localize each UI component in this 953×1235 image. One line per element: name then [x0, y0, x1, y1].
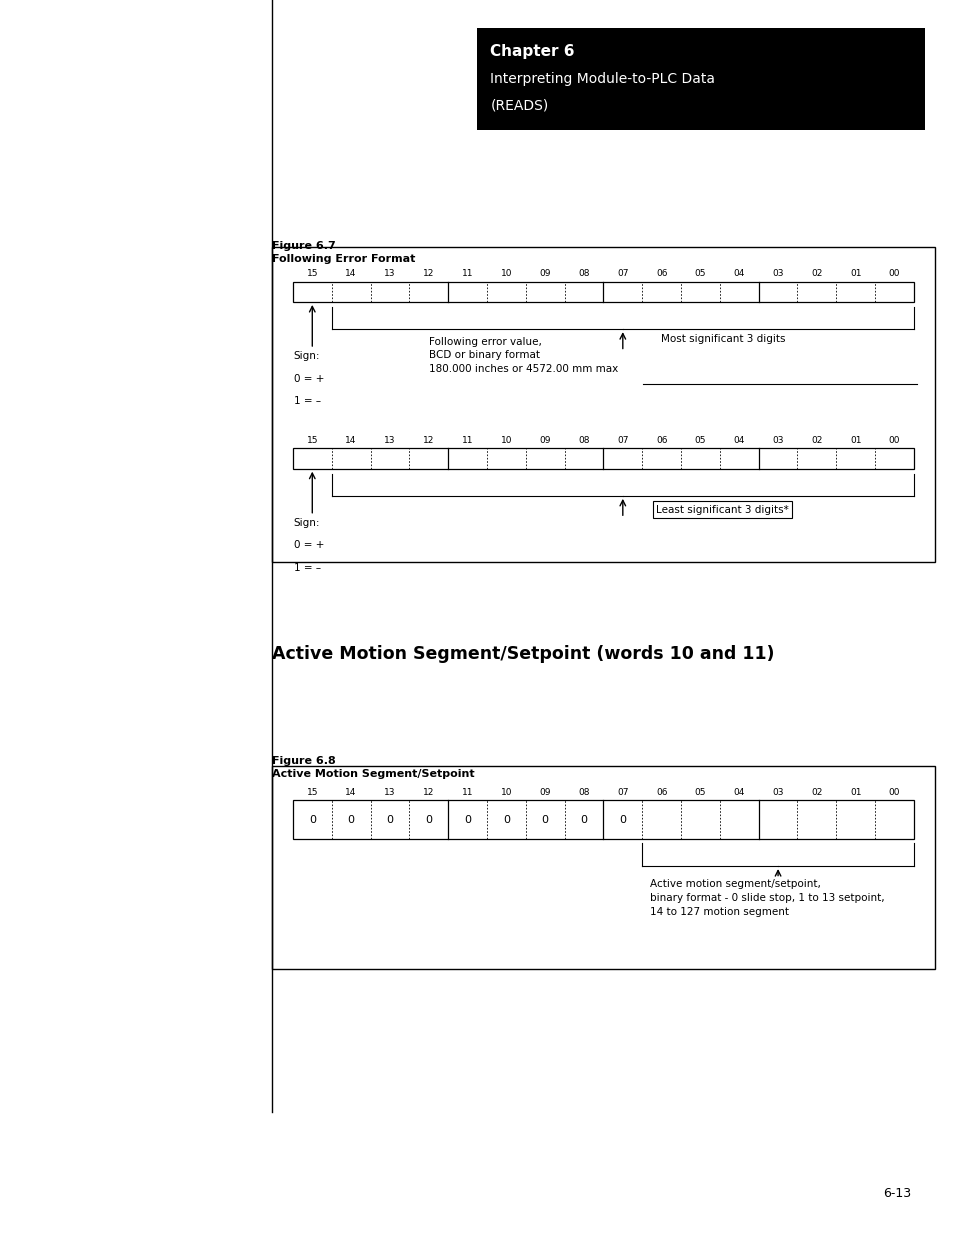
Text: 00: 00	[888, 436, 900, 445]
FancyBboxPatch shape	[293, 448, 913, 469]
Text: 11: 11	[461, 269, 473, 278]
Text: 0: 0	[309, 815, 315, 825]
Text: Chapter 6: Chapter 6	[490, 44, 575, 59]
Text: Most significant 3 digits: Most significant 3 digits	[660, 335, 784, 345]
Text: 04: 04	[733, 436, 744, 445]
Text: 14: 14	[345, 788, 356, 797]
FancyBboxPatch shape	[293, 800, 913, 839]
Text: 12: 12	[422, 269, 434, 278]
Text: 03: 03	[772, 436, 783, 445]
Text: 05: 05	[694, 788, 705, 797]
Text: 01: 01	[849, 436, 861, 445]
Text: 09: 09	[538, 788, 550, 797]
Text: 14: 14	[345, 436, 356, 445]
Text: 05: 05	[694, 269, 705, 278]
Text: 1 = –: 1 = –	[294, 563, 320, 573]
Text: Active Motion Segment/Setpoint (words 10 and 11): Active Motion Segment/Setpoint (words 10…	[272, 645, 774, 663]
Text: 04: 04	[733, 269, 744, 278]
Text: 07: 07	[617, 269, 628, 278]
Text: 11: 11	[461, 788, 473, 797]
Text: 12: 12	[422, 436, 434, 445]
Text: 15: 15	[306, 436, 317, 445]
FancyBboxPatch shape	[476, 28, 924, 130]
Text: 13: 13	[384, 269, 395, 278]
Text: 03: 03	[772, 269, 783, 278]
Text: Following error value,
BCD or binary format
180.000 inches or 4572.00 mm max: Following error value, BCD or binary for…	[428, 337, 618, 374]
Text: Least significant 3 digits*: Least significant 3 digits*	[656, 505, 788, 515]
Text: 03: 03	[772, 788, 783, 797]
Text: Active motion segment/setpoint,
binary format - 0 slide stop, 1 to 13 setpoint,
: Active motion segment/setpoint, binary f…	[649, 878, 883, 916]
Text: Interpreting Module-to-PLC Data: Interpreting Module-to-PLC Data	[490, 72, 715, 85]
Text: 09: 09	[538, 436, 550, 445]
FancyBboxPatch shape	[272, 766, 934, 969]
Text: 00: 00	[888, 269, 900, 278]
Text: 10: 10	[500, 436, 512, 445]
Text: 0: 0	[425, 815, 432, 825]
Text: Sign:: Sign:	[294, 519, 320, 529]
Text: 0: 0	[541, 815, 548, 825]
Text: 6-13: 6-13	[882, 1187, 910, 1200]
Text: 08: 08	[578, 269, 589, 278]
Text: 0: 0	[502, 815, 509, 825]
Text: 02: 02	[810, 269, 821, 278]
Text: 07: 07	[617, 788, 628, 797]
Text: 00: 00	[888, 788, 900, 797]
Text: 06: 06	[656, 436, 667, 445]
Text: 02: 02	[810, 436, 821, 445]
Text: 04: 04	[733, 788, 744, 797]
Text: 01: 01	[849, 269, 861, 278]
Text: 0: 0	[386, 815, 393, 825]
Text: 0: 0	[463, 815, 471, 825]
Text: 09: 09	[538, 269, 550, 278]
FancyBboxPatch shape	[293, 282, 913, 303]
Text: 05: 05	[694, 436, 705, 445]
Text: Figure 6.8
Active Motion Segment/Setpoint: Figure 6.8 Active Motion Segment/Setpoin…	[272, 756, 474, 779]
Text: 1 = –: 1 = –	[294, 396, 320, 406]
FancyBboxPatch shape	[272, 247, 934, 562]
Text: 12: 12	[422, 788, 434, 797]
Text: Sign:: Sign:	[294, 352, 320, 362]
Text: 07: 07	[617, 436, 628, 445]
Text: 13: 13	[384, 788, 395, 797]
Text: 08: 08	[578, 788, 589, 797]
Text: 10: 10	[500, 788, 512, 797]
Text: 02: 02	[810, 788, 821, 797]
Text: 08: 08	[578, 436, 589, 445]
Text: 0 = +: 0 = +	[294, 541, 324, 551]
Text: 15: 15	[306, 788, 317, 797]
Text: 11: 11	[461, 436, 473, 445]
Text: 0 = +: 0 = +	[294, 374, 324, 384]
Text: 10: 10	[500, 269, 512, 278]
Text: 0: 0	[579, 815, 587, 825]
Text: 06: 06	[656, 788, 667, 797]
Text: 15: 15	[306, 269, 317, 278]
Text: (READS): (READS)	[490, 99, 548, 112]
Text: 13: 13	[384, 436, 395, 445]
Text: 01: 01	[849, 788, 861, 797]
Text: 0: 0	[618, 815, 626, 825]
Text: 14: 14	[345, 269, 356, 278]
Text: 06: 06	[656, 269, 667, 278]
Text: Figure 6.7
Following Error Format: Figure 6.7 Following Error Format	[272, 241, 415, 264]
Text: 0: 0	[347, 815, 355, 825]
